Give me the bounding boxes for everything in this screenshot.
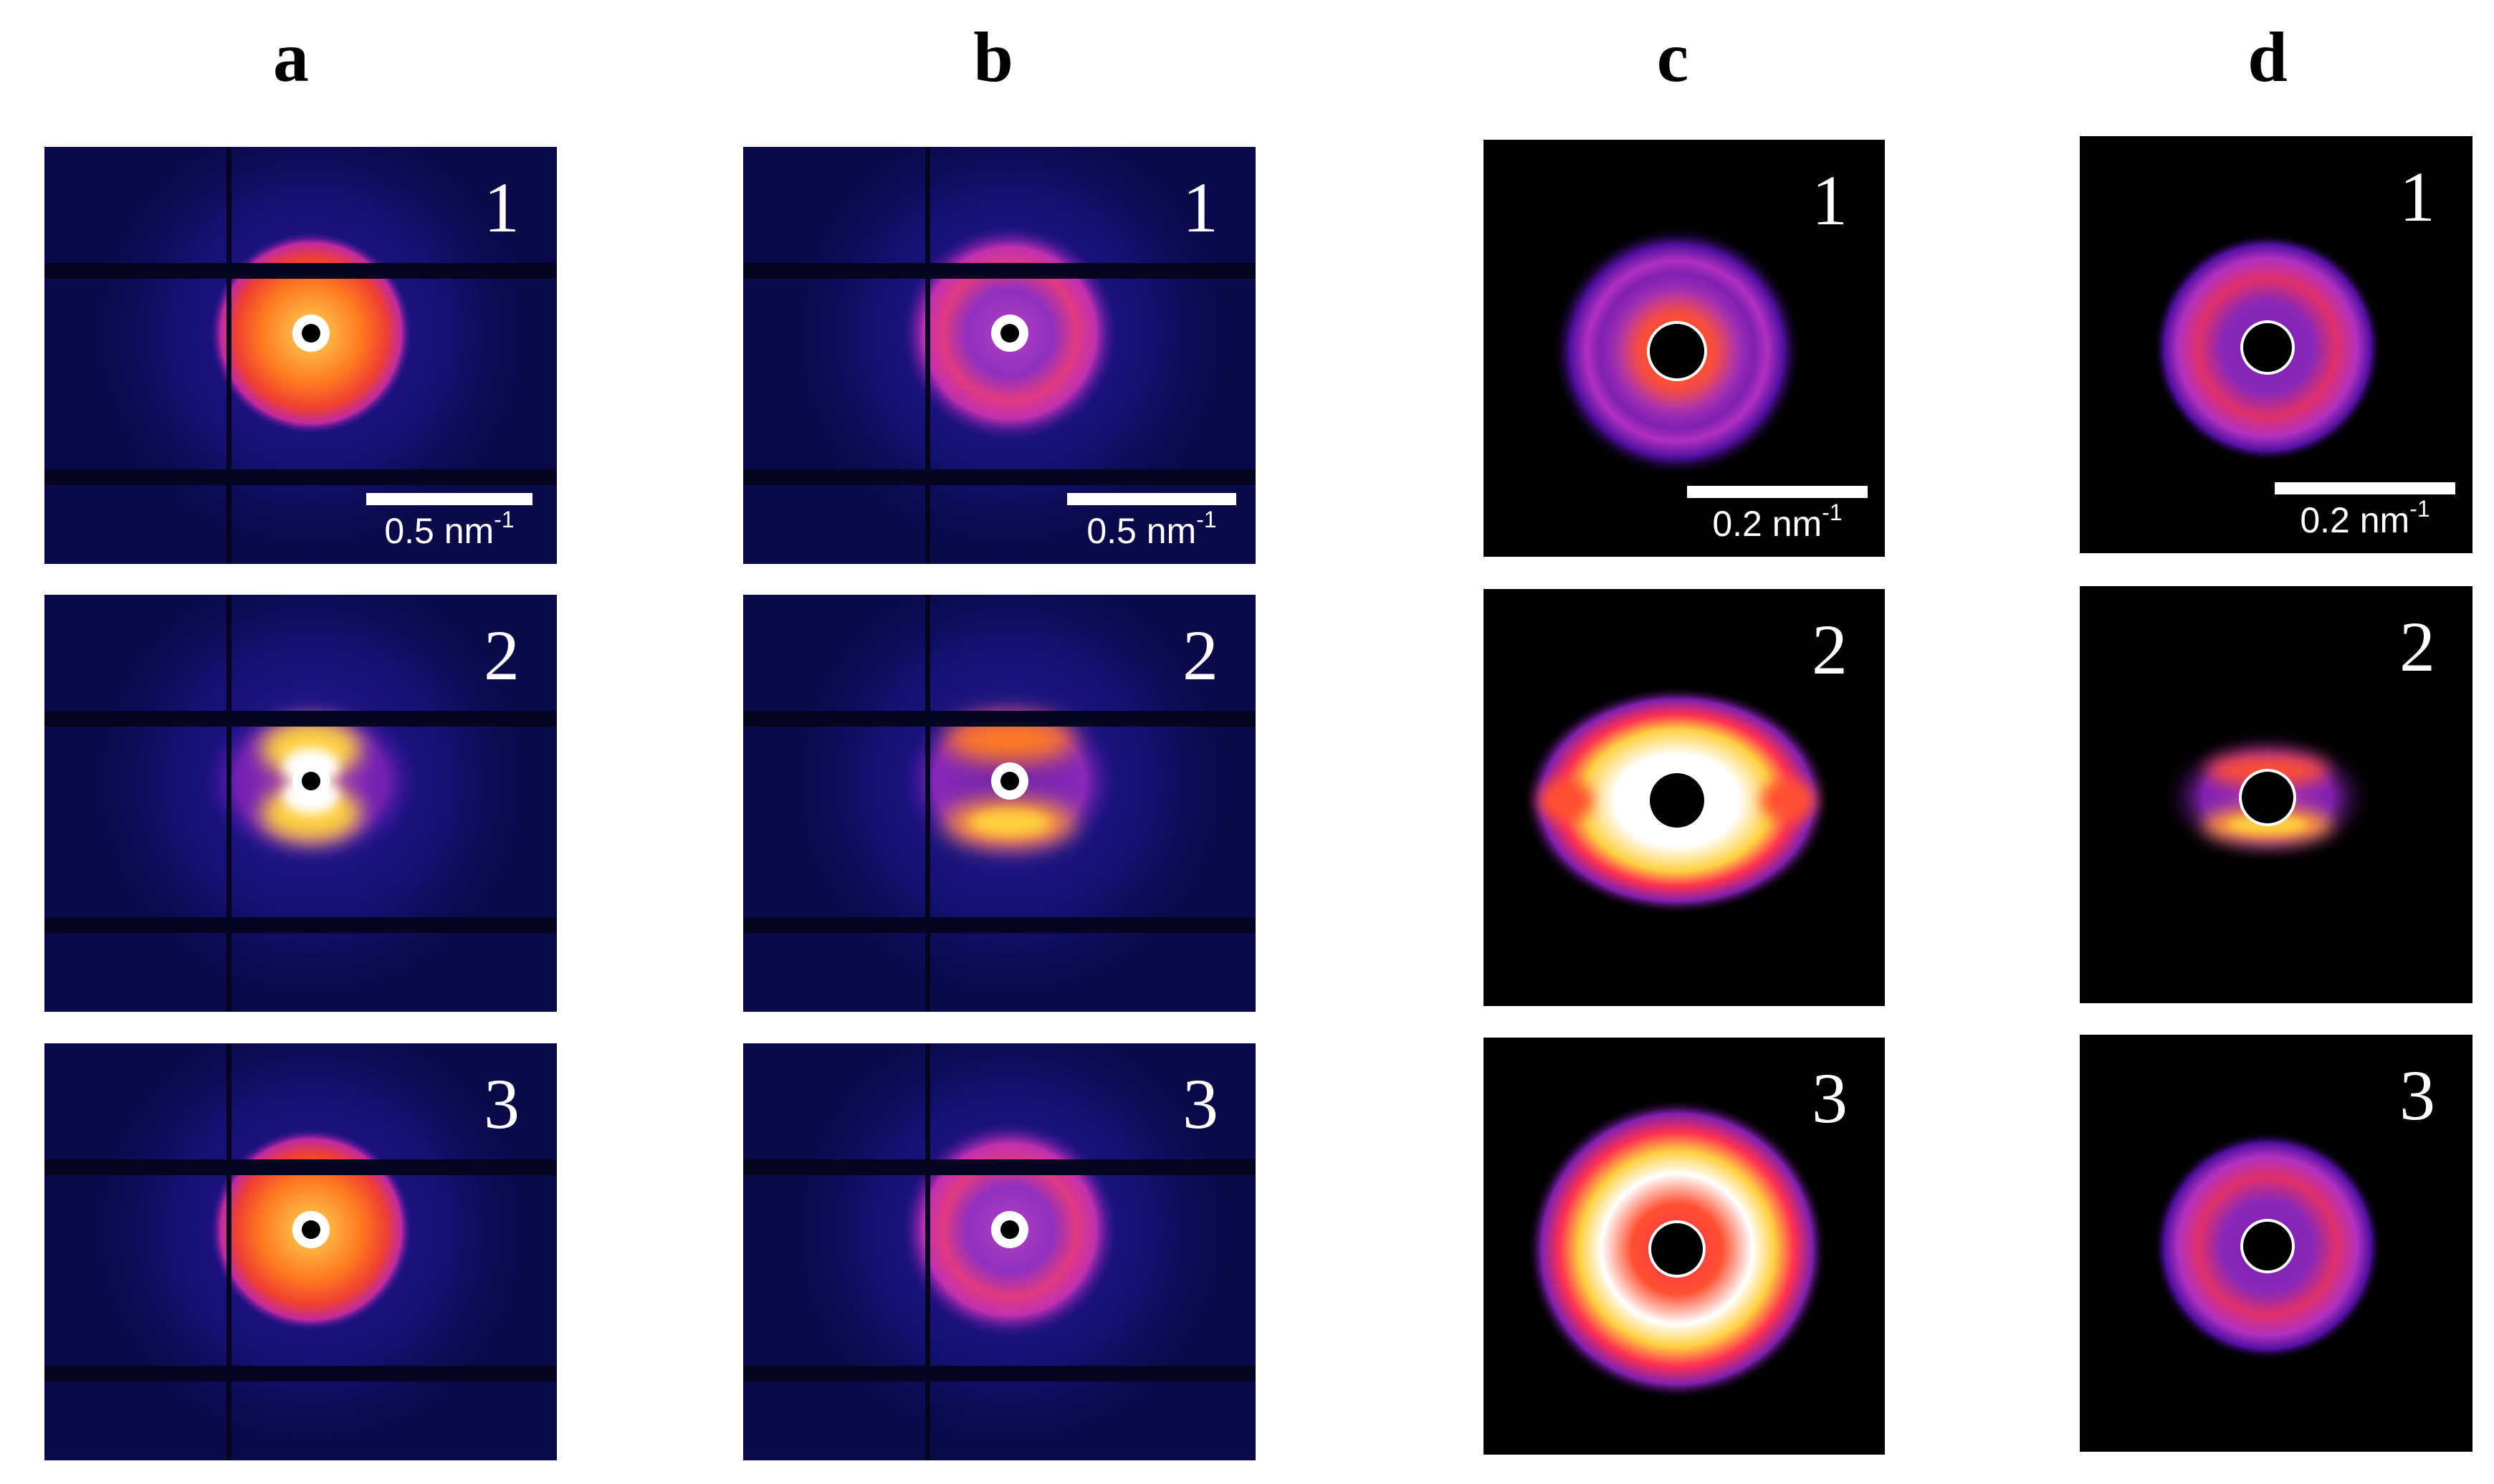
column-label-c: c <box>1656 17 1689 97</box>
saxs-pattern-a2: 2 <box>44 595 557 1012</box>
saxs-pattern-a1: 1 0.5 nm-1 <box>44 147 557 564</box>
column-label-a: a <box>273 17 309 97</box>
panel-number: 2 <box>484 616 520 695</box>
scale-bar: 0.2 nm-1 <box>1684 486 1870 544</box>
panel-number: 3 <box>1812 1058 1848 1138</box>
panel-number: 1 <box>1812 161 1848 240</box>
saxs-pattern-a3: 3 <box>44 1043 557 1460</box>
scale-bar: 0.5 nm-1 <box>363 493 535 551</box>
panel-number: 2 <box>1182 616 1218 695</box>
saxs-pattern-d2: 2 <box>2080 586 2472 1003</box>
column-label-b: b <box>973 17 1013 97</box>
scale-bar: 0.5 nm-1 <box>1062 493 1241 551</box>
saxs-pattern-c2: 2 <box>1484 589 1885 1006</box>
panel-number: 3 <box>2399 1055 2435 1135</box>
panel-number: 2 <box>2399 607 2435 686</box>
saxs-pattern-b3: 3 <box>743 1043 1256 1460</box>
saxs-pattern-d3: 3 <box>2080 1035 2472 1452</box>
saxs-pattern-b1: 1 0.5 nm-1 <box>743 147 1256 564</box>
panel-number: 2 <box>1812 610 1848 689</box>
panel-number: 1 <box>484 168 520 247</box>
panel-number: 1 <box>2399 157 2435 236</box>
panel-number: 1 <box>1182 168 1218 247</box>
saxs-pattern-c1: 1 0.2 nm-1 <box>1484 140 1885 557</box>
scale-bar: 0.2 nm-1 <box>2272 482 2458 540</box>
column-label-d: d <box>2247 17 2288 97</box>
panel-number: 3 <box>484 1064 520 1144</box>
saxs-pattern-b2: 2 <box>743 595 1256 1012</box>
panel-number: 3 <box>1182 1064 1218 1144</box>
saxs-pattern-d1: 1 0.2 nm-1 <box>2080 136 2472 553</box>
saxs-pattern-c3: 3 <box>1484 1038 1885 1455</box>
